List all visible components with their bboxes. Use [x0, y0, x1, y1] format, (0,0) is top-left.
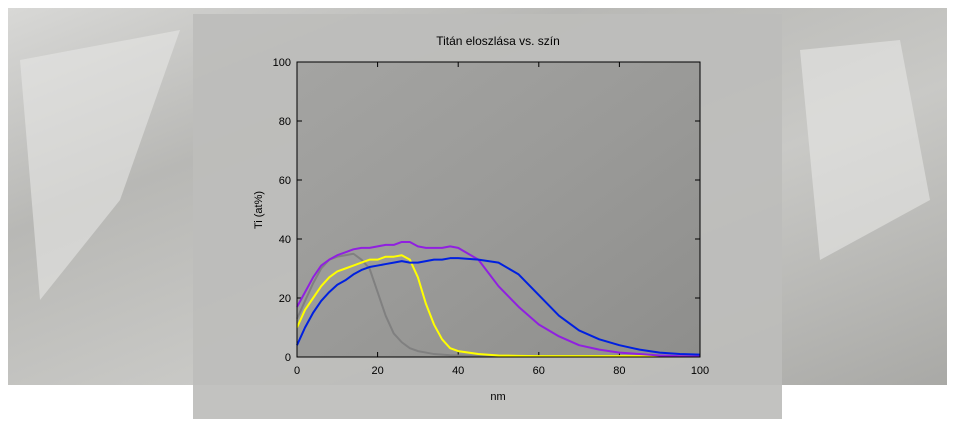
x-tick-label: 20	[371, 365, 383, 377]
chart-title: Titán eloszlása vs. szín	[436, 34, 560, 48]
x-tick-label: 60	[533, 365, 545, 377]
y-axis-label: Ti (at%)	[253, 191, 265, 229]
y-tick-label: 20	[279, 293, 291, 305]
series-line	[296, 257, 701, 356]
y-tick-label: 60	[279, 175, 291, 187]
series-line	[296, 240, 701, 358]
x-axis-label: nm	[490, 391, 505, 403]
plot-frame	[296, 61, 701, 358]
y-tick-label: 80	[279, 116, 291, 128]
y-tick-label: 0	[285, 352, 291, 364]
y-tick-label: 100	[273, 57, 291, 69]
x-tick-label: 40	[452, 365, 464, 377]
photo-texture	[20, 30, 930, 300]
series-line	[296, 254, 700, 358]
x-tick-label: 100	[691, 365, 709, 377]
plot-area	[297, 62, 700, 357]
x-tick-label: 80	[613, 365, 625, 377]
y-tick-label: 40	[279, 234, 291, 246]
x-tick-label: 0	[294, 365, 300, 377]
